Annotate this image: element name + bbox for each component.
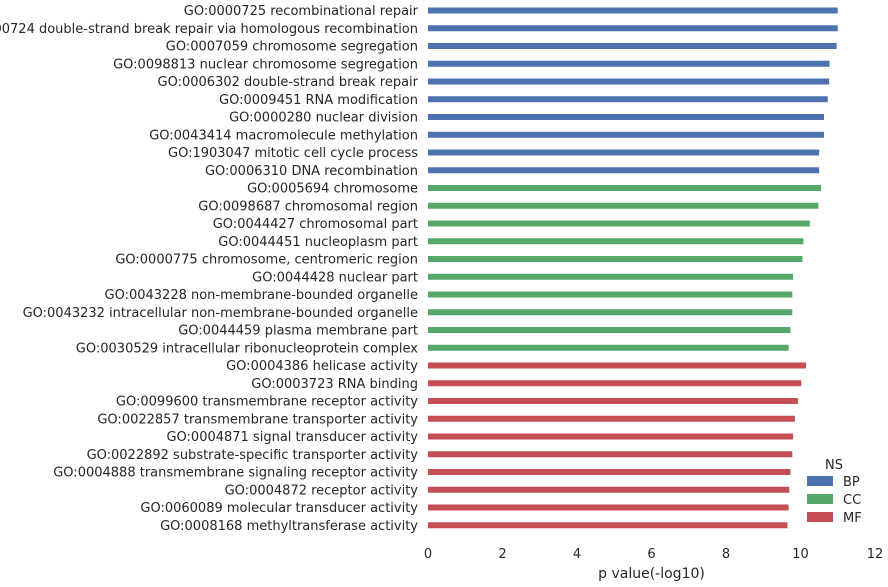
bar <box>428 504 789 511</box>
category-label: GO:0099600 transmembrane receptor activi… <box>116 395 418 410</box>
bar <box>428 309 793 316</box>
legend-label: CC <box>843 493 861 508</box>
category-label: GO:0006302 double-strand break repair <box>158 75 419 90</box>
bar <box>428 96 828 103</box>
x-tick-label: 2 <box>498 547 506 562</box>
x-tick-label: 0 <box>424 547 432 562</box>
bar <box>428 451 793 458</box>
category-label: GO:0043228 non-membrane-bounded organell… <box>105 288 419 303</box>
bar <box>428 114 824 120</box>
bar <box>428 60 830 67</box>
category-label: GO:0004386 helicase activity <box>226 359 418 374</box>
bar <box>428 78 830 85</box>
category-label: GO:0098813 nuclear chromosome segregatio… <box>113 57 418 72</box>
legend-swatch <box>807 476 833 486</box>
category-label: GO:0000280 nuclear division <box>229 111 418 126</box>
legend: NS BP CC MF <box>807 458 862 526</box>
bar <box>428 185 821 191</box>
category-label: GO:0044451 nucleoplasm part <box>218 235 418 250</box>
bar <box>428 469 791 475</box>
x-tick-label: 10 <box>792 547 809 562</box>
x-tick-label: 6 <box>647 547 655 562</box>
bar <box>428 131 824 138</box>
bar <box>428 167 820 174</box>
x-tick-label: 4 <box>573 547 581 562</box>
bar <box>428 43 837 49</box>
bar <box>428 25 838 32</box>
bar <box>428 273 794 280</box>
bar <box>428 7 838 14</box>
bar <box>428 149 820 156</box>
bar <box>428 522 788 529</box>
bar <box>428 380 802 387</box>
bar <box>428 291 793 298</box>
x-tick-label: 12 <box>867 547 884 562</box>
category-label: GO:0004888 transmembrane signaling recep… <box>53 466 418 481</box>
category-label: GO:0005694 chromosome <box>247 182 418 197</box>
category-label: GO:0043414 macromolecule methylation <box>149 128 418 143</box>
category-label: GO:0003723 RNA binding <box>251 377 418 392</box>
category-label: GO:0044428 nuclear part <box>252 270 418 285</box>
x-axis-ticks: 0 2 4 6 8 10 12 <box>424 547 883 562</box>
bar <box>428 238 804 245</box>
bar <box>428 256 803 262</box>
category-label: GO:0022857 transmembrane transporter act… <box>97 412 418 427</box>
legend-label: MF <box>843 511 862 526</box>
category-label: GO:0009451 RNA modification <box>219 93 418 108</box>
bar <box>428 415 795 422</box>
category-label: GO:0008168 methyltransferase activity <box>160 519 418 534</box>
category-label: GO:0044427 chromosomal part <box>213 217 418 232</box>
category-labels: GO:0000725 recombinational repair GO:0000… <box>0 4 419 534</box>
category-label: GO:0030529 intracellular ribonucleoprote… <box>76 341 419 356</box>
category-label: GO:0007059 chromosome segregation <box>166 40 418 55</box>
bar <box>428 202 819 209</box>
category-label: GO:0000725 recombinational repair <box>184 4 419 19</box>
bar <box>428 398 798 404</box>
category-label: GO:0022892 substrate-specific transporte… <box>87 448 419 463</box>
bar <box>428 327 791 333</box>
category-label: GO:0000775 chromosome, centromeric regio… <box>115 253 418 268</box>
x-axis-title: p value(-log10) <box>598 566 705 582</box>
category-label: GO:0044459 plasma membrane part <box>178 324 418 339</box>
category-label: GO:0004871 signal transducer activity <box>166 430 418 445</box>
legend-swatch <box>807 494 833 504</box>
x-tick-label: 8 <box>722 547 730 562</box>
category-label: GO:0098687 chromosomal region <box>198 199 418 214</box>
bar <box>428 344 789 351</box>
category-label: GO:0006310 DNA recombination <box>205 164 418 179</box>
category-label: GO:0043232 intracellular non-membrane-bo… <box>23 306 418 321</box>
bar <box>428 433 794 440</box>
category-label: GO:0060089 molecular transducer activity <box>140 501 418 516</box>
bar <box>428 486 790 493</box>
legend-label: BP <box>843 475 860 490</box>
category-label: GO:0004872 receptor activity <box>225 483 419 498</box>
bar <box>428 362 807 369</box>
bar <box>428 220 810 227</box>
legend-title: NS <box>825 458 843 473</box>
legend-swatch <box>807 512 833 522</box>
category-label: GO:0000724 double-strand break repair vi… <box>0 22 418 37</box>
bars-layer <box>428 7 838 529</box>
category-label: GO:1903047 mitotic cell cycle process <box>168 146 418 161</box>
